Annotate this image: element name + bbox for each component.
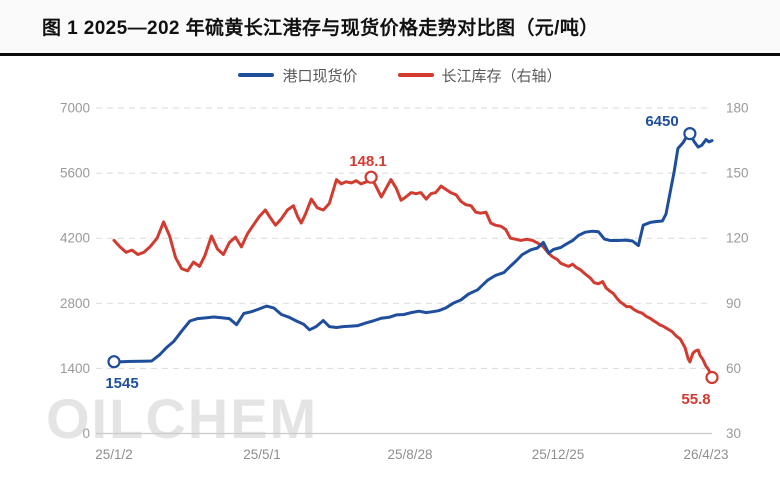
annotation-end-inventory: 55.8 — [681, 391, 710, 408]
x-tick: 25/8/28 — [387, 447, 432, 462]
data-point-markers — [107, 127, 719, 385]
x-tick: 25/12/25 — [532, 447, 585, 462]
x-tick: 26/4/23 — [683, 447, 728, 462]
gridlines — [96, 107, 712, 435]
y-right-tick: 180 — [726, 101, 749, 116]
header-divider — [0, 53, 780, 56]
annotation-peak-inventory: 148.1 — [349, 153, 387, 170]
annotation-peak-price: 6450 — [645, 113, 678, 130]
y-left-tick: 1400 — [60, 361, 90, 376]
spot-price-swatch — [238, 73, 275, 77]
y-left-tick: 7000 — [60, 101, 90, 116]
y-right-tick: 30 — [726, 426, 741, 441]
legend-label-spot-price: 港口现货价 — [282, 67, 358, 85]
annotation-labels: 1545 6450 148.1 55.8 — [105, 113, 710, 408]
annotated-point-marker — [705, 370, 719, 385]
y-left-tick: 2800 — [60, 296, 90, 311]
x-axis-labels: 25/1/2 25/5/1 25/8/28 25/12/25 26/4/23 — [95, 447, 728, 462]
annotation-start-price: 1545 — [105, 375, 138, 392]
oilchem-watermark: OILCHEM — [46, 387, 319, 450]
y-right-tick: 90 — [726, 296, 741, 311]
x-tick: 25/5/1 — [243, 447, 281, 462]
y-right-tick: 60 — [726, 361, 741, 376]
inventory-swatch — [397, 73, 434, 77]
y-left-tick: 5600 — [60, 166, 90, 181]
y-right-tick: 150 — [726, 166, 749, 181]
chart-title: 图 1 2025—202 年硫黄长江港存与现货价格走势对比图（元/吨） — [42, 18, 599, 39]
legend-item-spot-price[interactable]: 港口现货价 — [238, 65, 358, 86]
annotated-point-marker — [683, 127, 697, 141]
y-left-tick: 4200 — [60, 231, 90, 246]
y-left-tick: 0 — [82, 426, 90, 441]
chart-legend: 港口现货价 长江库存（右轴） — [10, 63, 780, 87]
legend-label-inventory: 长江库存（右轴） — [441, 67, 562, 85]
annotated-point-marker — [364, 170, 378, 184]
x-tick: 25/1/2 — [95, 447, 133, 462]
y-right-tick: 120 — [726, 231, 749, 246]
y-axis-left-labels: 7000 5600 4200 2800 1400 0 — [60, 101, 90, 442]
y-axis-right-labels: 180 150 120 90 60 30 — [726, 101, 749, 442]
inventory-line — [112, 175, 714, 379]
annotated-point-marker — [107, 355, 121, 369]
legend-item-inventory[interactable]: 长江库存（右轴） — [397, 65, 562, 86]
price-line — [112, 132, 714, 364]
chart-header: 图 1 2025—202 年硫黄长江港存与现货价格走势对比图（元/吨） — [0, 0, 780, 53]
